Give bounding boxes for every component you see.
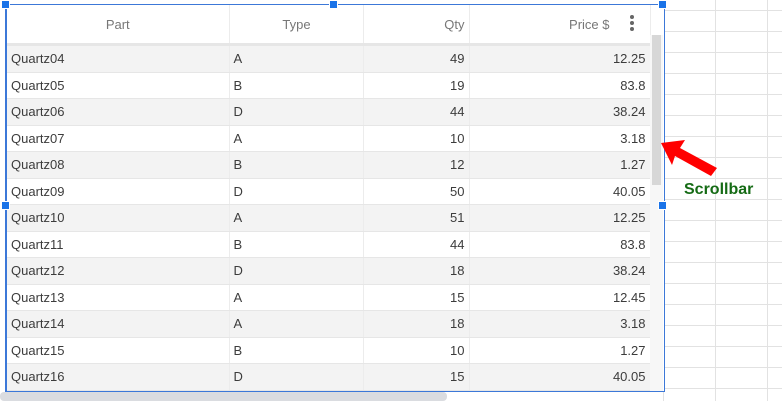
table-cell: B: [229, 151, 364, 179]
table-cell: A: [229, 284, 364, 311]
table-cell: 83.8: [469, 72, 651, 99]
table-cell: 18: [363, 257, 470, 285]
column-header[interactable]: Part: [7, 5, 230, 46]
column-header[interactable]: Qty: [363, 5, 470, 46]
table-cell: B: [229, 337, 364, 364]
table-chart[interactable]: Part Type Qty Price $ Quartz04 A 49 12.25 Quart…: [5, 4, 665, 392]
table-row: Quartz07 A 10 3.18: [7, 125, 651, 152]
table-cell: Quartz04: [7, 44, 230, 73]
table-cell: Quartz13: [7, 284, 230, 311]
table-cell: 1.27: [469, 151, 651, 179]
table-row: Quartz10 A 51 12.25: [7, 204, 651, 232]
table-row: Quartz08 B 12 1.27: [7, 151, 651, 179]
table-cell: D: [229, 98, 364, 126]
resize-handle[interactable]: [1, 201, 10, 210]
horizontal-scrollbar[interactable]: [0, 392, 447, 401]
table-cell: D: [229, 257, 364, 285]
table-cell: 50: [363, 178, 470, 205]
table-cell: Quartz12: [7, 257, 230, 285]
table-row: Quartz04 A 49 12.25: [7, 44, 651, 73]
resize-handle[interactable]: [1, 0, 10, 9]
resize-handle[interactable]: [329, 0, 338, 9]
table-cell: 18: [363, 310, 470, 338]
data-table: Part Type Qty Price $ Quartz04 A 49 12.25 Quart…: [7, 5, 651, 391]
table-cell: 1.27: [469, 337, 651, 364]
table-row: Quartz15 B 10 1.27: [7, 337, 651, 364]
table-row: Quartz16 D 15 40.05: [7, 363, 651, 391]
table-cell: Quartz07: [7, 125, 230, 152]
table-cell: 19: [363, 72, 470, 99]
column-header[interactable]: Price $: [469, 5, 651, 46]
table-cell: Quartz09: [7, 178, 230, 205]
table-row: Quartz09 D 50 40.05: [7, 178, 651, 205]
table-cell: 15: [363, 284, 470, 311]
table-cell: Quartz15: [7, 337, 230, 364]
table-cell: 40.05: [469, 178, 651, 205]
resize-handle[interactable]: [658, 0, 667, 9]
table-cell: Quartz16: [7, 363, 230, 391]
table-cell: A: [229, 204, 364, 232]
table-cell: 49: [363, 44, 470, 73]
table-cell: 12.25: [469, 204, 651, 232]
more-vert-icon[interactable]: [627, 13, 637, 35]
table-cell: 3.18: [469, 125, 651, 152]
annotation-label: Scrollbar: [684, 181, 754, 198]
table-cell: A: [229, 125, 364, 152]
table-cell: 10: [363, 337, 470, 364]
table-cell: Quartz10: [7, 204, 230, 232]
table-row: Quartz11 B 44 83.8: [7, 231, 651, 258]
table-cell: 44: [363, 231, 470, 258]
resize-handle[interactable]: [658, 201, 667, 210]
table-cell: 38.24: [469, 257, 651, 285]
table-row: Quartz06 D 44 38.24: [7, 98, 651, 126]
table-cell: 15: [363, 363, 470, 391]
table-cell: 10: [363, 125, 470, 152]
table-cell: D: [229, 178, 364, 205]
scrollbar-thumb[interactable]: [652, 35, 661, 185]
table-cell: Quartz05: [7, 72, 230, 99]
table-cell: 3.18: [469, 310, 651, 338]
table-cell: 40.05: [469, 363, 651, 391]
table-cell: A: [229, 44, 364, 73]
table-row: Quartz13 A 15 12.45: [7, 284, 651, 311]
table-cell: Quartz06: [7, 98, 230, 126]
table-cell: 51: [363, 204, 470, 232]
table-cell: 83.8: [469, 231, 651, 258]
table-cell: 12.25: [469, 44, 651, 73]
table-cell: A: [229, 310, 364, 338]
table-row: Quartz05 B 19 83.8: [7, 72, 651, 99]
table-row: Quartz14 A 18 3.18: [7, 310, 651, 338]
spreadsheet-grid: [663, 0, 782, 401]
table-cell: D: [229, 363, 364, 391]
column-header[interactable]: Type: [229, 5, 364, 46]
table-cell: 12: [363, 151, 470, 179]
table-cell: Quartz14: [7, 310, 230, 338]
table-cell: 44: [363, 98, 470, 126]
table-cell: B: [229, 231, 364, 258]
vertical-scrollbar[interactable]: [650, 35, 663, 391]
table-row: Quartz12 D 18 38.24: [7, 257, 651, 285]
table-cell: Quartz08: [7, 151, 230, 179]
table-cell: B: [229, 72, 364, 99]
arrow-icon: [661, 140, 717, 176]
table-cell: Quartz11: [7, 231, 230, 258]
table-cell: 38.24: [469, 98, 651, 126]
table-cell: 12.45: [469, 284, 651, 311]
